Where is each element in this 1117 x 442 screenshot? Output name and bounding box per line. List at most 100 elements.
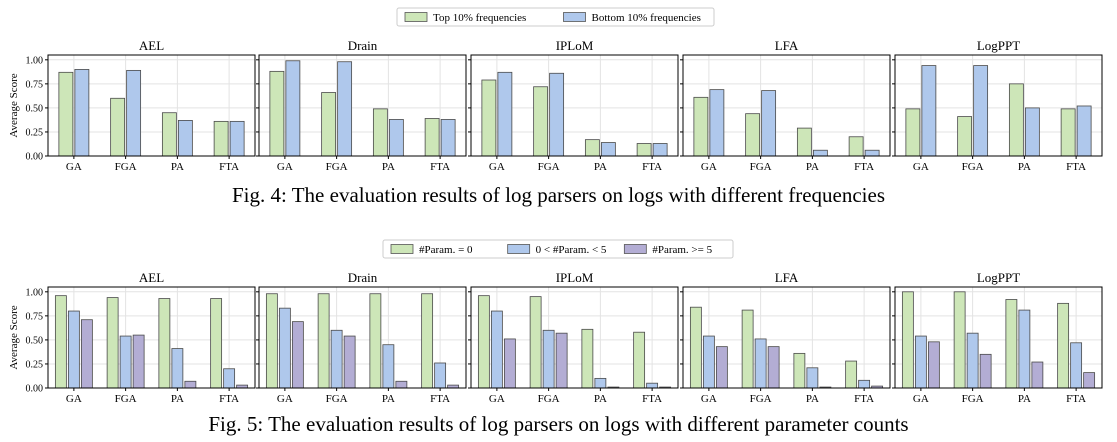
- x-tick-label: GA: [489, 393, 505, 405]
- figure-5-caption: Fig. 5: The evaluation results of log pa…: [208, 412, 909, 436]
- bar: [793, 352, 806, 389]
- bar: [901, 291, 914, 389]
- bar: [693, 96, 709, 157]
- bar: [864, 149, 880, 157]
- x-tick-label: PA: [382, 161, 395, 173]
- x-tick-label: FGA: [962, 161, 984, 173]
- bar: [369, 293, 382, 389]
- legend-swatch: [623, 244, 647, 254]
- x-tick-label: FTA: [1066, 161, 1086, 173]
- bar: [549, 72, 565, 157]
- bar: [265, 293, 278, 389]
- panel-ael: AEL GA FGA PA FTA 0.00 0.25 0.50 0.75 1.00: [26, 38, 256, 173]
- legend: Top 10% frequencies Bottom 10% frequencie…: [396, 7, 715, 27]
- x-tick-label: FGA: [326, 393, 348, 405]
- bar: [278, 307, 291, 389]
- bar: [269, 70, 285, 157]
- panel-frame: [682, 286, 891, 389]
- panel-frame: [470, 54, 679, 157]
- y-tick-label: 1.00: [26, 55, 44, 66]
- bar: [702, 335, 715, 389]
- panel-title: Drain: [348, 270, 378, 285]
- bar: [503, 338, 516, 389]
- x-tick-label: FGA: [750, 161, 772, 173]
- bar: [343, 335, 356, 389]
- x-tick-label: FTA: [854, 161, 874, 173]
- panel-iplom: IPLoM GA FGA PA FTA: [468, 270, 679, 405]
- bar: [966, 332, 979, 389]
- bar: [1018, 309, 1031, 389]
- bar: [848, 136, 864, 157]
- bar: [110, 97, 126, 157]
- panel-drain: Drain GA FGA PA FTA: [256, 38, 467, 173]
- bar: [54, 295, 67, 389]
- bar: [761, 90, 777, 157]
- bar: [395, 380, 408, 389]
- panel-title: IPLoM: [556, 38, 594, 53]
- panel-title: LFA: [775, 38, 799, 53]
- bar: [434, 362, 447, 389]
- y-axis-label: Average Score: [8, 305, 20, 369]
- bar: [633, 331, 646, 389]
- y-tick-label: 0.75: [26, 311, 44, 322]
- bar: [382, 344, 395, 389]
- bar: [812, 149, 828, 157]
- x-tick-label: FTA: [642, 393, 662, 405]
- bar: [1070, 342, 1083, 389]
- bar: [1076, 105, 1092, 157]
- panel-title: Drain: [348, 38, 378, 53]
- x-tick-label: FGA: [326, 161, 348, 173]
- bar: [921, 65, 937, 157]
- panel-frame: [894, 286, 1103, 389]
- bar: [74, 69, 90, 157]
- x-tick-label: FGA: [962, 393, 984, 405]
- bar: [973, 65, 989, 157]
- bar: [330, 329, 343, 389]
- bar: [914, 335, 927, 389]
- panel-logppt: LogPPT GA FGA PA FTA: [892, 270, 1103, 405]
- bar: [161, 112, 177, 157]
- bar: [745, 113, 761, 157]
- x-tick-label: FTA: [219, 161, 239, 173]
- x-tick-label: FTA: [430, 161, 450, 173]
- bar: [213, 120, 229, 157]
- y-tick-label: 0.00: [26, 384, 44, 395]
- bar: [372, 108, 388, 157]
- bar: [440, 119, 456, 157]
- bar: [119, 335, 132, 389]
- y-tick-label: 1.00: [26, 287, 44, 298]
- legend-label: 0 < #Param. < 5: [536, 244, 607, 256]
- bar: [80, 319, 93, 389]
- figure-5-chart: #Param. = 0 0 < #Param. < 5 #Param. >= 5 Av…: [8, 239, 1103, 405]
- panel-ael: AEL GA FGA PA FTA 0.00 0.25 0.50 0.75 1.00: [26, 270, 256, 405]
- panel-frame: [894, 54, 1103, 157]
- x-tick-label: GA: [701, 393, 717, 405]
- x-tick-label: FGA: [750, 393, 772, 405]
- panel-lfa: LFA GA FGA PA FTA: [680, 270, 891, 405]
- legend-label: Top 10% frequencies: [433, 12, 526, 24]
- x-tick-label: GA: [277, 161, 293, 173]
- legend: #Param. = 0 0 < #Param. < 5 #Param. >= 5: [382, 239, 734, 259]
- bar: [905, 108, 921, 157]
- panel-title: AEL: [139, 38, 164, 53]
- bar: [953, 291, 966, 389]
- panel-logppt: LogPPT GA FGA PA FTA: [892, 38, 1103, 173]
- bar: [1060, 108, 1076, 157]
- bar: [291, 321, 304, 389]
- bar: [1031, 361, 1044, 389]
- x-tick-label: FTA: [219, 393, 239, 405]
- panel-frame: [258, 54, 467, 157]
- bar: [229, 120, 245, 157]
- bar: [126, 69, 142, 157]
- bar: [67, 310, 80, 389]
- bar: [285, 60, 301, 157]
- x-tick-label: PA: [1018, 393, 1031, 405]
- x-tick-label: PA: [171, 393, 184, 405]
- bar: [388, 119, 404, 157]
- bar: [1008, 83, 1024, 157]
- figure-4-caption: Fig. 4: The evaluation results of log pa…: [232, 183, 885, 207]
- legend-swatch: [404, 12, 428, 22]
- bar: [424, 118, 440, 157]
- figure-4-chart: Top 10% frequencies Bottom 10% frequencie…: [8, 7, 1103, 173]
- x-tick-label: FTA: [854, 393, 874, 405]
